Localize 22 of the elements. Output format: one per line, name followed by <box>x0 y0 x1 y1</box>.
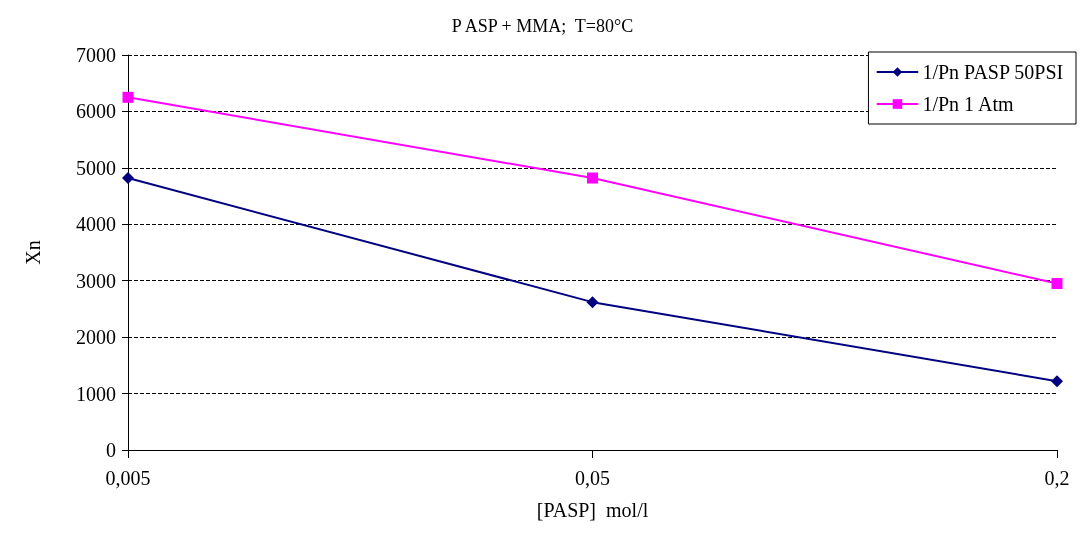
legend-label: 1/Pn 1 Atm <box>922 93 1015 115</box>
y-tick-label: 1000 <box>76 382 116 405</box>
legend-label: 1/Pn PASP 50PSI <box>922 61 1064 83</box>
x-tick-label: 0,05 <box>575 467 610 489</box>
point <box>586 296 599 309</box>
y-tick-label: 4000 <box>76 213 116 236</box>
point <box>587 172 598 184</box>
y-tick-label: 5000 <box>76 156 116 179</box>
point <box>1051 278 1063 290</box>
y-tick-label: 6000 <box>76 100 116 123</box>
x-tick-label: 0,005 <box>105 467 151 489</box>
y-tick-label: 3000 <box>76 269 116 292</box>
y-tick-label: 0 <box>106 439 116 461</box>
chart-title: P ASP + MMA; T=80°C <box>451 16 634 36</box>
point <box>122 91 134 103</box>
point <box>1051 375 1063 388</box>
x-axis-title: [PASP] mol/l <box>536 499 649 521</box>
x-tick-label: 0,2 <box>1044 467 1070 489</box>
y-tick-label: 2000 <box>76 326 116 349</box>
y-axis-title: Xn <box>22 240 44 265</box>
y-tick-label: 7000 <box>76 44 116 66</box>
point <box>122 172 134 185</box>
